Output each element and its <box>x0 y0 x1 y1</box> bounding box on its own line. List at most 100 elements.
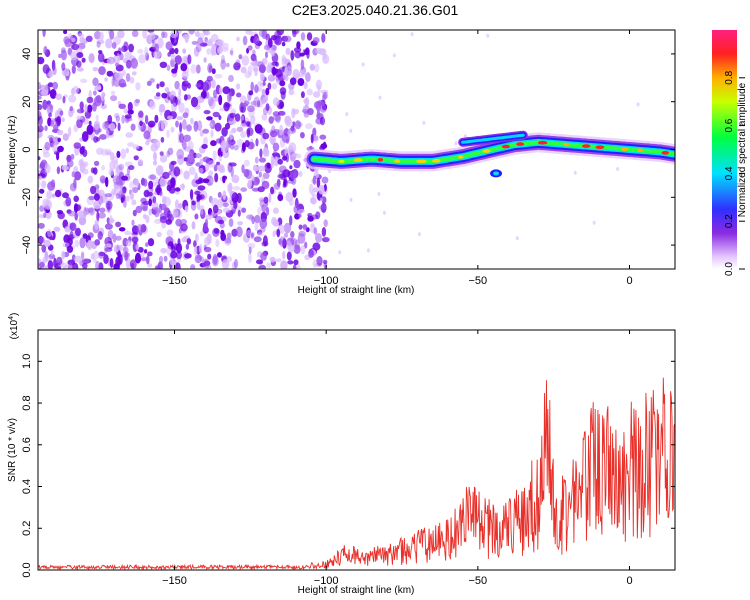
noise-blob <box>189 189 194 200</box>
line-xlabel: Height of straight line (km) <box>298 585 415 596</box>
noise-blob <box>166 229 174 237</box>
noise-blob <box>321 196 327 204</box>
noise-blob <box>166 64 171 71</box>
noise-blob <box>219 107 225 112</box>
noise-blob <box>233 62 241 71</box>
noise-blob <box>290 231 295 238</box>
noise-blob <box>245 30 253 35</box>
noise-blob <box>338 250 342 255</box>
noise-blob <box>307 108 314 116</box>
noise-blob <box>256 259 263 265</box>
noise-blob <box>157 261 162 269</box>
noise-blob <box>272 220 280 227</box>
noise-blob <box>38 115 43 126</box>
noise-blob <box>88 207 95 216</box>
noise-blob <box>298 213 302 218</box>
noise-blob <box>201 144 208 149</box>
noise-blob <box>88 195 95 201</box>
noise-blob <box>104 77 108 82</box>
noise-blob <box>68 94 77 103</box>
noise-blob <box>187 54 192 65</box>
noise-blob <box>281 42 286 47</box>
noise-blob <box>224 123 231 130</box>
noise-blob <box>235 226 243 238</box>
noise-blob <box>87 207 94 214</box>
noise-blob <box>38 81 42 90</box>
noise-blob <box>164 87 170 93</box>
noise-blob <box>116 53 120 62</box>
noise-blob <box>138 110 144 118</box>
noise-blob <box>272 142 280 152</box>
noise-blob <box>222 190 227 201</box>
noise-blob <box>162 171 170 179</box>
noise-blob <box>58 53 62 59</box>
noise-blob <box>231 192 239 204</box>
noise-blob <box>76 108 85 114</box>
noise-blob <box>268 192 272 204</box>
ridge-hotspot <box>595 145 605 149</box>
noise-blob <box>223 101 230 112</box>
noise-blob <box>210 33 219 43</box>
noise-blob <box>186 153 194 165</box>
noise-blob <box>616 167 620 171</box>
noise-blob <box>198 123 203 130</box>
noise-blob <box>149 32 156 40</box>
noise-blob <box>53 226 61 232</box>
noise-blob <box>123 246 129 254</box>
noise-blob <box>222 86 231 95</box>
noise-blob <box>222 207 231 213</box>
noise-blob <box>285 119 293 127</box>
noise-blob <box>246 128 251 138</box>
noise-blob <box>319 134 327 140</box>
noise-blob <box>183 94 188 101</box>
noise-blob <box>298 230 306 237</box>
noise-blob <box>283 232 289 238</box>
noise-blob <box>134 252 142 264</box>
noise-blob <box>76 67 84 72</box>
noise-blob <box>288 244 295 253</box>
noise-blob <box>258 157 267 163</box>
noise-blob <box>194 254 202 264</box>
colorbar-tick-label: 0.4 <box>724 166 735 180</box>
noise-blob <box>154 43 160 53</box>
noise-blob <box>298 208 305 214</box>
noise-blob <box>285 192 294 202</box>
noise-blob <box>271 83 278 90</box>
noise-blob <box>266 162 271 169</box>
noise-blob <box>95 114 99 121</box>
noise-blob <box>320 202 327 213</box>
noise-blob <box>272 207 279 214</box>
noise-blob <box>123 108 129 114</box>
noise-blob <box>292 188 297 198</box>
noise-blob <box>206 48 212 55</box>
colorbar-tick-label: 0.2 <box>724 214 735 228</box>
noise-blob <box>228 218 234 228</box>
noise-blob <box>276 228 281 238</box>
noise-blob <box>229 50 234 55</box>
snr-series-line <box>38 377 675 570</box>
noise-blob <box>177 238 181 247</box>
noise-blob <box>247 45 253 51</box>
noise-blob <box>244 140 250 148</box>
noise-blob <box>250 233 254 238</box>
noise-blob <box>289 165 293 170</box>
noise-blob <box>250 60 258 67</box>
noise-blob <box>221 259 230 269</box>
noise-blob <box>97 128 102 133</box>
noise-blob <box>217 191 222 198</box>
noise-blob <box>206 233 212 245</box>
noise-blob <box>212 111 220 118</box>
noise-blob <box>97 52 105 63</box>
noise-blob <box>111 90 116 96</box>
colorbar-label: Normalized spectral amplitude <box>737 82 748 217</box>
noise-blob <box>65 196 72 207</box>
noise-blob <box>315 100 322 112</box>
heatmap-xtick-label: −50 <box>468 275 487 287</box>
noise-blob <box>68 210 76 217</box>
noise-blob <box>85 35 93 42</box>
colorbar-tick-label: 0.6 <box>724 118 735 132</box>
noise-blob <box>312 134 319 143</box>
noise-blob <box>96 210 100 222</box>
noise-blob <box>312 91 321 98</box>
noise-blob <box>319 197 323 202</box>
